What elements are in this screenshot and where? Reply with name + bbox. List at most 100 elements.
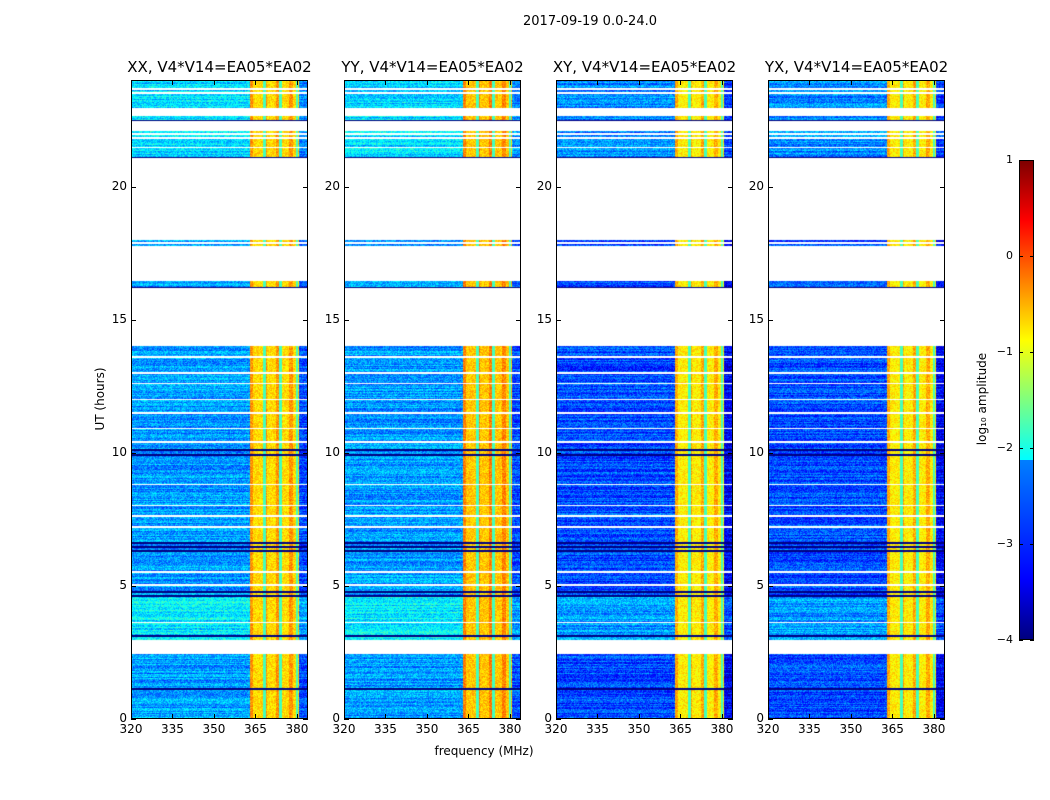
x-tick-mark-top: [933, 80, 935, 85]
colorbar-tick-label: −2: [996, 441, 1013, 454]
y-tick-mark-right: [516, 186, 521, 188]
x-tick-label: 380: [710, 722, 734, 736]
spectrogram-image-3: [769, 81, 944, 718]
colorbar-tick-mark-right: [1030, 352, 1034, 353]
colorbar-tick-label: −4: [996, 633, 1013, 646]
x-tick-mark: [296, 714, 298, 719]
x-tick-mark-top: [468, 80, 470, 85]
y-tick-mark-right: [728, 319, 733, 321]
y-tick-mark-right: [940, 719, 945, 720]
panel-title-1: YY, V4*V14=EA05*EA02: [341, 58, 524, 76]
x-tick-mark: [850, 714, 852, 719]
x-tick-mark: [426, 714, 428, 719]
colorbar-tick-mark: [1019, 256, 1023, 257]
spectrogram-panel-0: [131, 80, 308, 719]
colorbar-tick-label: 1: [1006, 153, 1013, 166]
x-tick-mark-top: [768, 80, 769, 85]
y-tick-label: 0: [119, 711, 127, 725]
y-tick-mark: [556, 719, 561, 720]
x-tick-label: 365: [881, 722, 904, 736]
x-tick-mark: [468, 714, 470, 719]
y-tick-mark-right: [940, 585, 945, 587]
x-tick-mark: [721, 714, 723, 719]
x-tick-label: 335: [374, 722, 397, 736]
x-tick-mark: [344, 714, 345, 719]
x-tick-mark-top: [809, 80, 811, 85]
colorbar-tick-mark-right: [1030, 256, 1034, 257]
x-tick-mark: [213, 714, 215, 719]
x-tick-mark: [638, 714, 640, 719]
spectrogram-panel-2: [556, 80, 733, 719]
colorbar-tick-mark: [1019, 352, 1023, 353]
x-tick-label: 320: [756, 722, 780, 736]
x-tick-mark-top: [255, 80, 257, 85]
x-tick-mark-top: [509, 80, 511, 85]
x-tick-mark-top: [426, 80, 428, 85]
x-tick-label: 350: [839, 722, 863, 736]
colorbar-tick-mark-right: [1030, 640, 1034, 641]
x-tick-mark-top: [296, 80, 298, 85]
x-tick-label: 380: [498, 722, 522, 736]
y-tick-mark-right: [516, 585, 521, 587]
y-tick-mark: [768, 186, 773, 188]
y-tick-mark-right: [516, 452, 521, 454]
x-tick-label: 365: [669, 722, 692, 736]
y-tick-label: 0: [332, 711, 340, 725]
y-tick-mark: [556, 186, 561, 188]
y-tick-mark: [344, 585, 349, 587]
spectrogram-image-1: [345, 81, 520, 718]
colorbar-tick-mark: [1019, 160, 1023, 161]
x-tick-mark: [680, 714, 682, 719]
y-tick-label: 20: [324, 178, 340, 193]
x-tick-mark-top: [680, 80, 682, 85]
y-tick-label: 15: [324, 311, 340, 326]
x-tick-label: 320: [119, 722, 143, 736]
y-tick-label: 5: [119, 577, 127, 592]
x-tick-mark: [892, 714, 894, 719]
y-tick-mark: [768, 319, 773, 321]
x-tick-label: 335: [161, 722, 184, 736]
x-tick-mark-top: [597, 80, 599, 85]
y-tick-mark-right: [303, 585, 308, 587]
colorbar-tick-label: 0: [1006, 249, 1013, 262]
y-tick-label: 0: [544, 711, 552, 725]
x-tick-label: 380: [285, 722, 309, 736]
y-tick-label: 0: [756, 711, 764, 725]
colorbar-tick-mark-right: [1030, 544, 1034, 545]
y-tick-mark: [131, 452, 136, 454]
colorbar: [1019, 160, 1034, 640]
y-tick-mark-right: [516, 319, 521, 321]
y-tick-label: 5: [544, 577, 552, 592]
colorbar-tick-mark-right: [1030, 160, 1034, 161]
x-tick-mark: [131, 714, 132, 719]
x-tick-mark-top: [850, 80, 852, 85]
y-tick-mark-right: [303, 719, 308, 720]
y-tick-mark: [131, 319, 136, 321]
y-tick-label: 10: [748, 444, 764, 459]
y-tick-mark-right: [728, 186, 733, 188]
y-tick-mark: [131, 719, 136, 720]
y-tick-mark-right: [303, 319, 308, 321]
x-tick-mark: [255, 714, 257, 719]
y-tick-mark: [344, 186, 349, 188]
y-tick-mark: [556, 452, 561, 454]
x-tick-label: 320: [332, 722, 356, 736]
x-tick-label: 350: [627, 722, 651, 736]
x-tick-label: 320: [544, 722, 568, 736]
spectrogram-image-0: [132, 81, 307, 718]
y-tick-mark-right: [728, 719, 733, 720]
x-tick-mark-top: [721, 80, 723, 85]
panel-title-3: YX, V4*V14=EA05*EA02: [764, 58, 949, 76]
colorbar-tick-mark-right: [1030, 448, 1034, 449]
colorbar-tick-label: −1: [996, 345, 1013, 358]
y-tick-label: 15: [748, 311, 764, 326]
x-tick-mark: [809, 714, 811, 719]
y-tick-mark-right: [728, 452, 733, 454]
y-tick-label: 15: [536, 311, 552, 326]
y-tick-mark: [556, 585, 561, 587]
spectrogram-panel-3: [768, 80, 945, 719]
y-tick-label: 20: [536, 178, 552, 193]
x-tick-label: 335: [586, 722, 609, 736]
colorbar-tick-label: −3: [996, 537, 1013, 550]
y-tick-label: 5: [332, 577, 340, 592]
